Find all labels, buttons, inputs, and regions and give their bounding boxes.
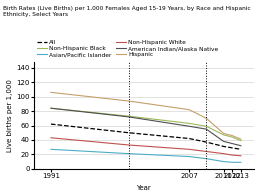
Hispanic xyxy=(239,138,242,140)
Asian/Pacific Islander xyxy=(231,161,234,164)
Line: American Indian/Alaska Native: American Indian/Alaska Native xyxy=(51,108,241,146)
Asian/Pacific Islander xyxy=(127,152,130,155)
Asian/Pacific Islander xyxy=(188,155,191,158)
All xyxy=(49,123,53,125)
Non-Hispanic Black xyxy=(222,134,225,136)
Hispanic xyxy=(49,91,53,94)
Hispanic xyxy=(222,132,225,135)
American Indian/Alaska Native xyxy=(205,128,208,130)
American Indian/Alaska Native xyxy=(239,145,242,147)
All xyxy=(239,148,242,151)
Non-Hispanic White xyxy=(222,152,225,155)
Non-Hispanic Black xyxy=(239,139,242,142)
American Indian/Alaska Native xyxy=(49,107,53,109)
Non-Hispanic Black xyxy=(205,125,208,127)
Line: Non-Hispanic Black: Non-Hispanic Black xyxy=(51,108,241,141)
Non-Hispanic Black xyxy=(188,122,191,125)
X-axis label: Year: Year xyxy=(136,184,151,191)
Asian/Pacific Islander xyxy=(222,160,225,163)
American Indian/Alaska Native xyxy=(222,140,225,143)
Asian/Pacific Islander xyxy=(205,158,208,160)
Hispanic xyxy=(127,100,130,102)
Asian/Pacific Islander xyxy=(239,161,242,164)
Asian/Pacific Islander xyxy=(49,148,53,151)
Non-Hispanic Black xyxy=(231,136,234,138)
Non-Hispanic White xyxy=(188,148,191,151)
Text: Birth Rates (Live Births) per 1,000 Females Aged 15-19 Years, by Race and Hispan: Birth Rates (Live Births) per 1,000 Fema… xyxy=(3,6,250,17)
Non-Hispanic White xyxy=(49,137,53,139)
American Indian/Alaska Native xyxy=(188,125,191,127)
Y-axis label: Live births per 1,000: Live births per 1,000 xyxy=(7,79,13,152)
All xyxy=(231,147,234,149)
All xyxy=(127,132,130,134)
All xyxy=(222,145,225,148)
American Indian/Alaska Native xyxy=(231,142,234,145)
Non-Hispanic White xyxy=(127,144,130,146)
Line: Asian/Pacific Islander: Asian/Pacific Islander xyxy=(51,149,241,162)
All xyxy=(205,141,208,143)
Legend: All, Non-Hispanic Black, Asian/Pacific Islander, Non-Hispanic White, American In: All, Non-Hispanic Black, Asian/Pacific I… xyxy=(37,40,218,57)
Non-Hispanic White xyxy=(239,155,242,157)
Non-Hispanic White xyxy=(231,154,234,156)
Hispanic xyxy=(231,134,234,137)
Line: Hispanic: Hispanic xyxy=(51,92,241,139)
Non-Hispanic Black xyxy=(127,115,130,117)
Hispanic xyxy=(205,117,208,120)
Non-Hispanic Black xyxy=(49,107,53,109)
All xyxy=(188,137,191,140)
Line: All: All xyxy=(51,124,241,149)
Non-Hispanic White xyxy=(205,150,208,153)
Hispanic xyxy=(188,108,191,111)
American Indian/Alaska Native xyxy=(127,116,130,118)
Line: Non-Hispanic White: Non-Hispanic White xyxy=(51,138,241,156)
